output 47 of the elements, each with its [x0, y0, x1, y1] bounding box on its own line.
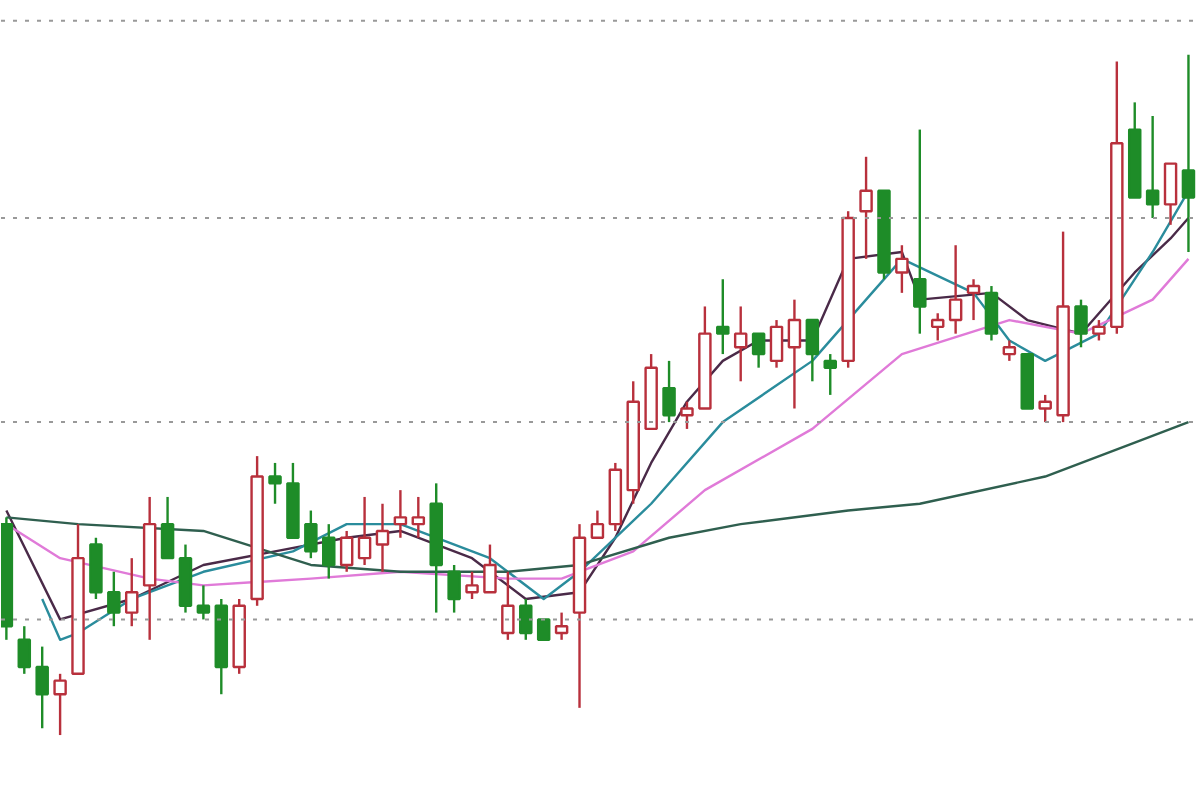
candlestick — [89, 536, 103, 601]
candlestick — [680, 400, 694, 431]
candlestick — [733, 305, 748, 383]
candlestick — [1163, 162, 1178, 227]
candlestick — [1038, 393, 1052, 424]
candlestick — [304, 509, 318, 560]
candlestick — [859, 155, 873, 261]
candlestick — [930, 312, 945, 342]
candlestick — [268, 461, 282, 505]
candlestick — [17, 625, 32, 676]
candlestick — [1002, 339, 1017, 363]
candlestick — [948, 244, 963, 335]
candlestick — [375, 502, 390, 573]
candlestick — [447, 563, 461, 614]
candlestick — [501, 570, 515, 642]
candlestick — [196, 584, 211, 621]
candlestick — [178, 543, 193, 614]
candlestick — [554, 611, 569, 642]
candlestick — [984, 284, 999, 342]
candlestick — [1145, 114, 1160, 220]
candlestick — [519, 597, 533, 642]
candlestick — [716, 278, 730, 356]
candlestick — [895, 244, 909, 295]
candlestick — [1181, 53, 1196, 254]
candlestick — [322, 522, 336, 580]
candlestick — [411, 495, 426, 539]
candlestick — [751, 332, 766, 369]
candlestick — [662, 359, 676, 424]
candlestick — [823, 352, 838, 397]
candlestick — [1092, 318, 1106, 342]
candlestick — [107, 570, 121, 628]
candlestick — [1074, 298, 1088, 349]
candlestick — [35, 645, 49, 730]
candlestick — [339, 529, 354, 573]
candlestick — [357, 495, 372, 567]
candlestick — [966, 278, 981, 322]
candlestick — [590, 509, 605, 539]
candlestick — [124, 556, 139, 628]
candlestick — [913, 128, 927, 335]
candlestick — [787, 298, 802, 410]
candlestick — [53, 672, 67, 737]
candlestick — [160, 495, 175, 560]
candlestick — [393, 488, 408, 539]
candlestick — [805, 318, 820, 383]
candlestick — [483, 543, 497, 594]
candlestick — [769, 318, 784, 369]
candlestick — [465, 570, 479, 601]
